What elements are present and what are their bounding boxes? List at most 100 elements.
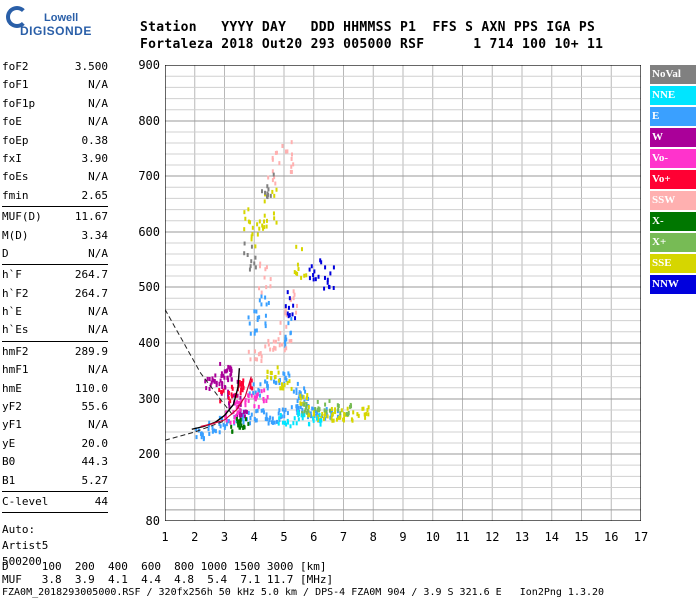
echo-point — [317, 274, 320, 279]
param-row-he: h`E N/A — [2, 303, 108, 321]
param-separator — [2, 512, 108, 514]
echo-point — [266, 184, 269, 189]
echo-point — [238, 413, 241, 418]
echo-point — [262, 399, 265, 404]
echo-point — [300, 275, 303, 280]
echo-point — [251, 225, 254, 230]
echo-point — [211, 376, 214, 381]
echo-point — [242, 382, 245, 387]
echo-point — [247, 410, 250, 415]
param-value: 3.34 — [81, 228, 109, 242]
y-tick-label: 80 — [145, 514, 160, 528]
echo-point — [288, 373, 291, 378]
echo-point — [230, 371, 233, 376]
echo-point — [301, 412, 304, 417]
echo-point — [314, 277, 317, 282]
echo-point — [349, 402, 352, 407]
echo-point — [223, 385, 226, 390]
echo-point — [278, 343, 281, 348]
echo-point — [241, 388, 244, 393]
echo-point — [239, 420, 242, 425]
echo-point — [215, 380, 218, 385]
legend-item-w: W — [650, 128, 696, 147]
echo-point — [250, 378, 253, 383]
echo-point — [292, 421, 295, 426]
echo-point — [308, 276, 311, 281]
param-row-hf: h`F 264.7 — [2, 266, 108, 284]
echo-point — [332, 418, 335, 423]
echo-point — [331, 418, 334, 423]
echo-point — [314, 409, 317, 414]
echo-point — [323, 413, 326, 418]
echo-point — [239, 382, 242, 387]
echo-point — [287, 314, 290, 319]
x-tick-label: 12 — [485, 530, 500, 544]
param-name: foEs — [2, 170, 29, 184]
echo-point — [220, 374, 223, 379]
echo-point — [301, 407, 304, 412]
echo-point — [366, 407, 369, 412]
echo-point — [225, 422, 228, 427]
echo-point — [258, 286, 261, 291]
echo-point — [257, 352, 260, 357]
echo-point — [283, 414, 286, 419]
echo-point — [290, 316, 293, 321]
echo-point — [300, 247, 303, 252]
echo-point — [306, 410, 309, 415]
echo-point — [296, 381, 299, 386]
header-values: Fortaleza 2018 Out20 293 005000 RSF 1 71… — [140, 37, 604, 52]
echo-point — [310, 264, 313, 269]
param-value: N/A — [88, 115, 108, 129]
echo-point — [303, 402, 306, 407]
param-value: N/A — [88, 78, 108, 92]
echo-point — [343, 411, 346, 416]
echo-point — [290, 169, 293, 174]
echo-point — [219, 361, 222, 366]
echo-point — [307, 405, 310, 410]
param-row-fof1p: foF1p N/A — [2, 95, 108, 113]
echo-point — [365, 411, 368, 416]
echo-point — [331, 409, 334, 414]
echo-point — [219, 424, 222, 429]
echo-point — [274, 181, 277, 186]
echo-point — [247, 421, 250, 426]
echo-point — [220, 371, 223, 376]
echo-point — [229, 399, 232, 404]
echo-point — [299, 404, 302, 409]
echo-point — [342, 418, 345, 423]
auto-label: Auto: — [2, 523, 36, 537]
muf-row: MUF 3.8 3.9 4.1 4.4 4.8 5.4 7.1 11.7 [MH… — [2, 573, 334, 586]
echo-point — [201, 432, 204, 437]
echo-point — [281, 420, 284, 425]
echo-point — [323, 286, 326, 291]
echo-point — [286, 149, 289, 154]
echo-point — [285, 346, 288, 351]
echo-point — [290, 164, 293, 169]
echo-point — [239, 395, 242, 400]
echo-point — [226, 368, 229, 373]
param-value: 44 — [94, 494, 108, 508]
param-row-foep: foEp 0.38 — [2, 132, 108, 150]
echo-point — [254, 418, 257, 423]
echo-point — [269, 277, 272, 282]
param-row-hmf1: hmF1 N/A — [2, 361, 108, 379]
echo-point — [345, 411, 348, 416]
echo-point — [304, 389, 307, 394]
echo-point — [242, 385, 245, 390]
echo-point — [288, 296, 291, 301]
echo-point — [258, 264, 261, 269]
echo-point — [237, 410, 240, 415]
echo-point — [284, 337, 287, 342]
param-name: foF1 — [2, 78, 29, 92]
echo-point — [290, 405, 293, 410]
echo-point — [249, 357, 252, 362]
y-tick-label: 300 — [138, 392, 160, 406]
echo-point — [271, 169, 274, 174]
param-row-mufd: MUF(D) 11.67 — [2, 208, 108, 226]
echo-point — [267, 338, 270, 343]
echo-point — [264, 324, 267, 329]
param-name: fxI — [2, 151, 22, 165]
x-trace-curve — [200, 376, 252, 428]
legend-item-ssw: SSW — [650, 191, 696, 210]
echo-point — [249, 421, 252, 426]
